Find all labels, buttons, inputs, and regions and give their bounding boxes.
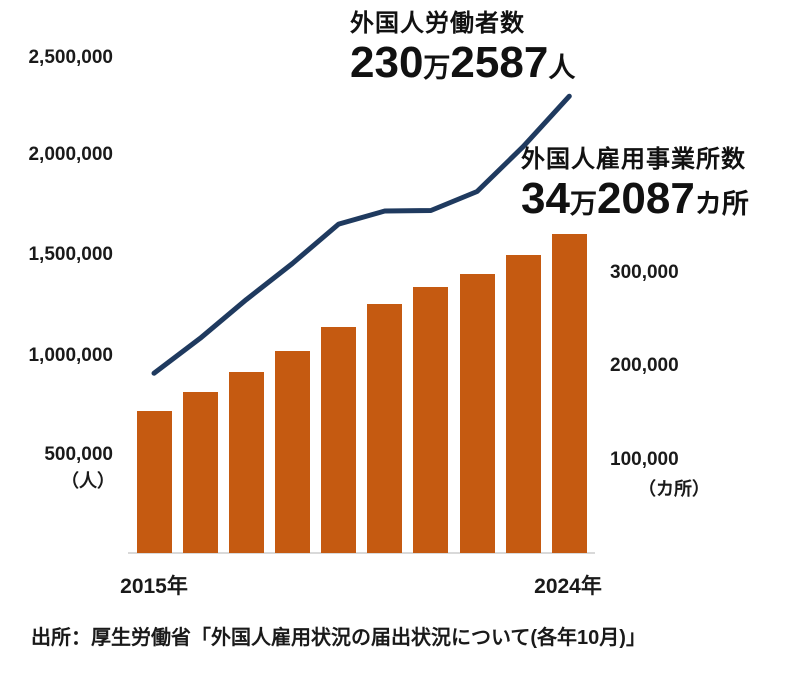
right-axis-tick-300000: 300,000 [610, 262, 679, 283]
annotation-workers-value: 230万2587人 [350, 40, 575, 96]
bar-2021 [413, 286, 449, 554]
source-note: 出所：厚生労働省「外国人雇用状況の届出状況について(各年10月)」 [31, 627, 646, 649]
offices-value-unit-man: 万 [569, 189, 597, 219]
workers-value-number-1: 230 [350, 38, 424, 87]
bar-2022 [459, 274, 495, 554]
left-axis-tick-2000000: 2,000,000 [28, 144, 113, 165]
bar-2019 [321, 326, 357, 554]
x-axis-label-2015: 2015年 [120, 575, 188, 598]
right-axis-tick-200000: 200,000 [610, 355, 679, 376]
offices-value-number-2: 2087 [596, 174, 695, 223]
offices-value-unit-kasho: カ所 [694, 189, 749, 219]
left-axis-tick-500000: 500,000 [44, 444, 113, 465]
left-axis-tick-2500000: 2,500,000 [28, 47, 113, 68]
right-axis-unit-label: （カ所） [638, 479, 710, 499]
left-axis-tick-1500000: 1,500,000 [28, 244, 113, 265]
workers-value-unit-nin: 人 [548, 53, 576, 83]
bar-2015 [136, 411, 172, 554]
bar-2017 [228, 371, 264, 554]
bar-2018 [274, 351, 310, 554]
annotation-offices: 外国人雇用事業所数 34万2087カ所 [521, 148, 749, 232]
annotation-offices-value: 34万2087カ所 [521, 176, 749, 232]
annotation-workers: 外国人労働者数 230万2587人 [350, 12, 575, 96]
bar-2016 [182, 391, 218, 554]
x-axis-label-2024: 2024年 [534, 575, 602, 598]
annotation-workers-title: 外国人労働者数 [350, 10, 525, 37]
workers-value-number-2: 2587 [450, 38, 549, 87]
right-axis-tick-100000: 100,000 [610, 449, 679, 470]
workers-value-unit-man: 万 [423, 53, 451, 83]
annotation-offices-title: 外国人雇用事業所数 [521, 146, 746, 173]
x-axis-line [128, 552, 595, 554]
bar-2020 [367, 303, 403, 554]
bar-2024 [551, 233, 587, 554]
offices-value-number-1: 34 [521, 174, 570, 223]
left-axis-unit-label: （人） [61, 471, 115, 491]
bar-2023 [505, 255, 541, 554]
left-axis-tick-1000000: 1,000,000 [28, 345, 113, 366]
